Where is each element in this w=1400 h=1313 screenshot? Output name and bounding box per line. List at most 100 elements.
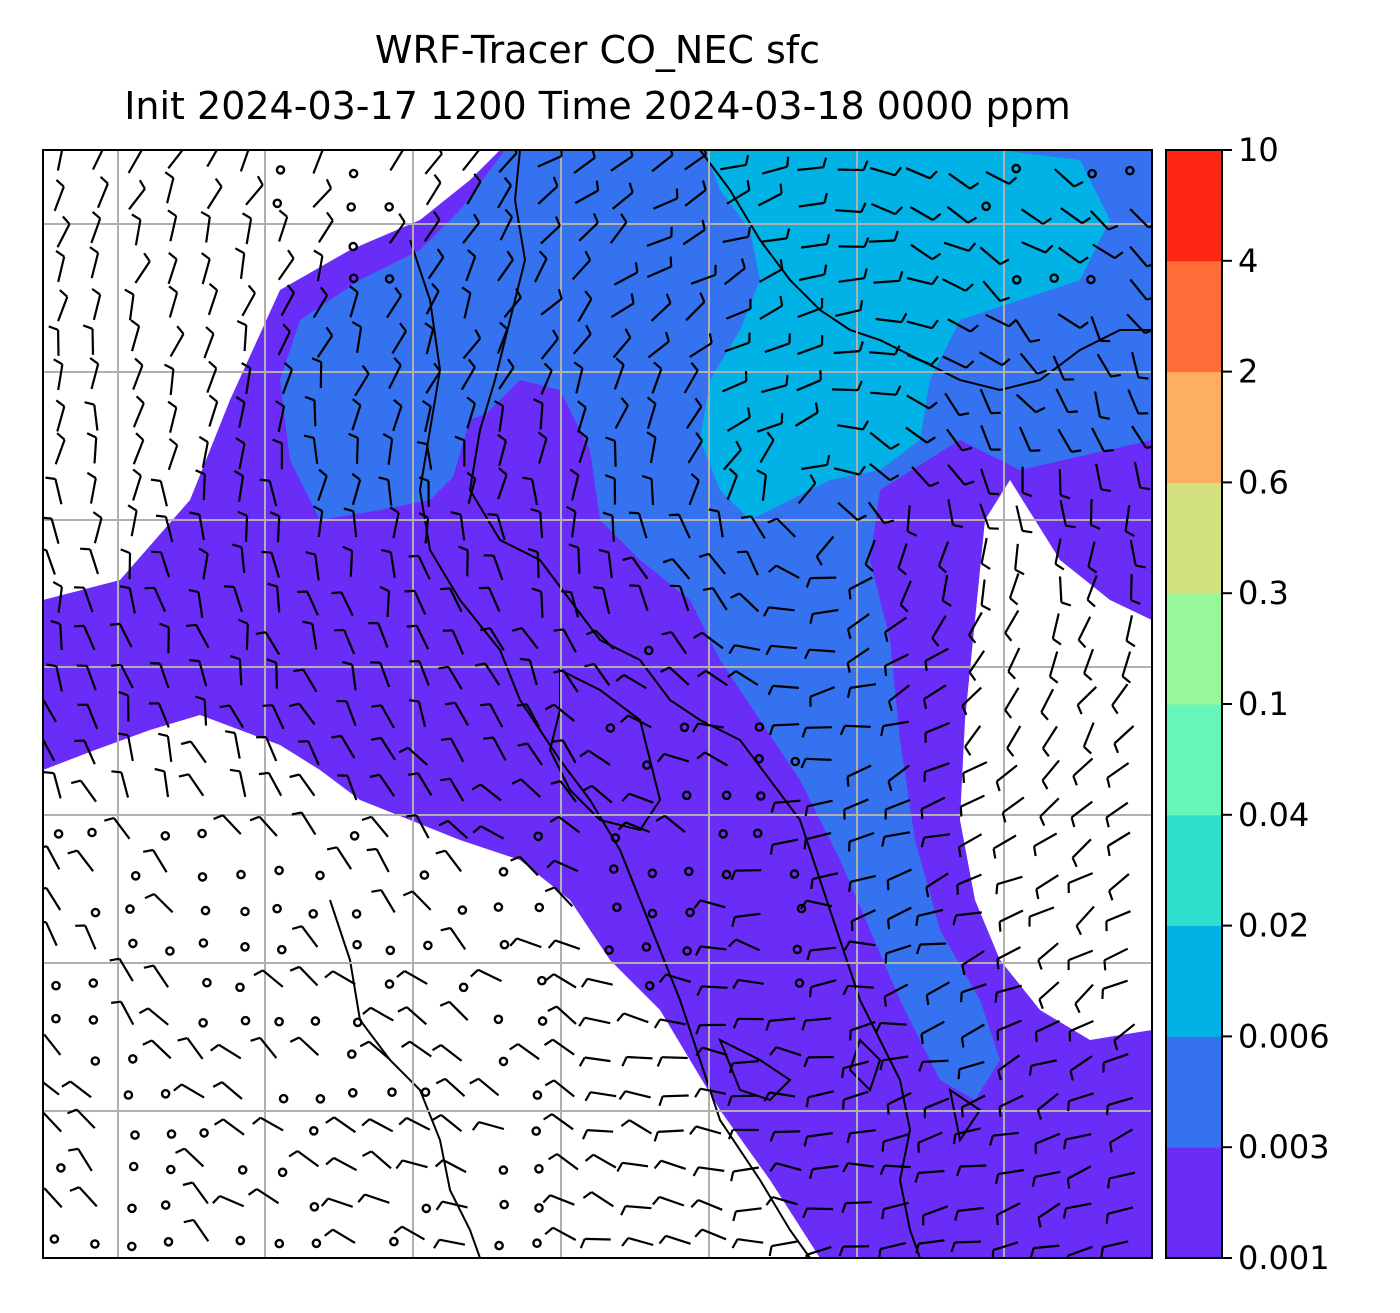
wind-barb-feather [504,208,513,218]
wind-barb [722,380,747,393]
wind-barb [738,592,760,613]
wind-barb [167,150,184,169]
wind-barb-feather [250,1036,261,1042]
calm-wind-circle [309,1202,320,1212]
wind-barb [503,296,522,319]
wind-barb-feather [785,228,791,239]
wind-barb-feather [728,467,738,477]
wind-barb-feather [473,173,482,183]
wind-barb-feather [862,420,870,430]
wind-barb [450,738,465,763]
wind-barb-feather [1105,1213,1109,1224]
wind-barb [198,660,208,687]
wind-barb-feather [235,437,246,445]
wind-barb [198,514,205,541]
wind-barb [1071,838,1092,859]
wind-barb [392,512,400,539]
wind-barb [1068,949,1094,962]
wind-barb-feather [543,362,553,372]
wind-barb [750,515,766,539]
wind-barb-feather [256,175,264,186]
calm-wind-circle [165,1164,176,1175]
wind-barb [340,591,354,617]
wind-barb-feather [168,285,178,294]
wind-barb [760,237,787,243]
wind-barb-feather [620,397,629,407]
wind-barb-feather [605,436,616,442]
wind-barb [843,1090,869,1101]
wind-barb [132,364,144,390]
wind-barb [631,556,649,580]
wind-barb [477,968,502,983]
wind-barb-feather [1125,639,1136,648]
wind-barb [454,702,469,726]
wind-barb [387,438,394,465]
wind-barb [498,152,518,173]
wind-barb [701,1228,727,1241]
wind-barb [152,849,168,873]
wind-barb [118,623,133,648]
wind-barb [704,751,728,767]
wind-barb-feather [143,964,154,969]
calm-wind-circle [51,980,61,991]
wind-barb [448,1001,469,1021]
wind-barb [833,350,860,355]
wind-barb-feather [326,846,338,851]
wind-barb-feather [421,399,432,408]
wind-barb-feather [55,179,65,188]
wind-barb-feather [86,432,97,439]
wind-barb-feather [799,899,808,910]
calm-wind-circle [276,944,287,955]
wind-barb [489,627,505,651]
wind-barb [93,437,98,464]
wind-barb [536,552,540,579]
wind-barb [259,1116,284,1132]
wind-barb-feather [727,1129,734,1140]
calm-wind-circle [274,865,284,876]
wind-barb [833,467,860,476]
wind-barb-feather [173,1083,183,1092]
wind-barb-feather [1106,845,1111,857]
colorbar-tick-label: 0.04 [1238,796,1309,834]
wind-barb [623,1012,649,1024]
wind-barb-feather [581,1129,589,1140]
wind-barb-feather [843,940,851,951]
wind-barb [961,983,987,994]
wind-barb [906,505,911,532]
wind-barb-feather [544,1079,555,1087]
wind-barb [424,153,443,175]
wind-barb-feather [763,606,770,617]
wind-barb-feather [690,1199,699,1209]
calm-wind-circle [790,756,801,767]
wind-barb [700,945,727,951]
wind-barb [717,511,724,538]
calm-wind-circle [90,907,101,918]
calm-wind-circle [642,760,652,770]
wind-barb-feather [842,1162,849,1173]
wind-barb-feather [553,669,564,674]
wind-barb [613,440,617,467]
wind-barb [267,772,283,797]
wind-barb-feather [458,545,469,552]
wind-barb-feather [1067,1101,1070,1112]
wind-barb-feather [1007,670,1016,680]
wind-barb [276,516,281,543]
calm-wind-circle [718,829,729,839]
wind-barb-feather [503,177,512,187]
wind-barb [444,850,462,873]
colorbar-tick-label: 0.1 [1238,685,1289,723]
wind-barb [625,1090,651,1099]
wind-barb [413,590,427,616]
wind-barb-feather [895,385,902,396]
wind-barb-feather [1108,890,1114,901]
wind-barb-feather [569,468,579,477]
wind-barb-feather [471,1121,480,1131]
wind-barb [447,666,463,690]
wind-barb [701,985,728,989]
wind-barb [698,1166,725,1172]
wind-barb [277,331,291,356]
wind-barb [959,1060,985,1071]
wind-barb [201,441,209,468]
wind-barb-feather [695,1046,704,1057]
wind-barb-feather [132,468,142,477]
